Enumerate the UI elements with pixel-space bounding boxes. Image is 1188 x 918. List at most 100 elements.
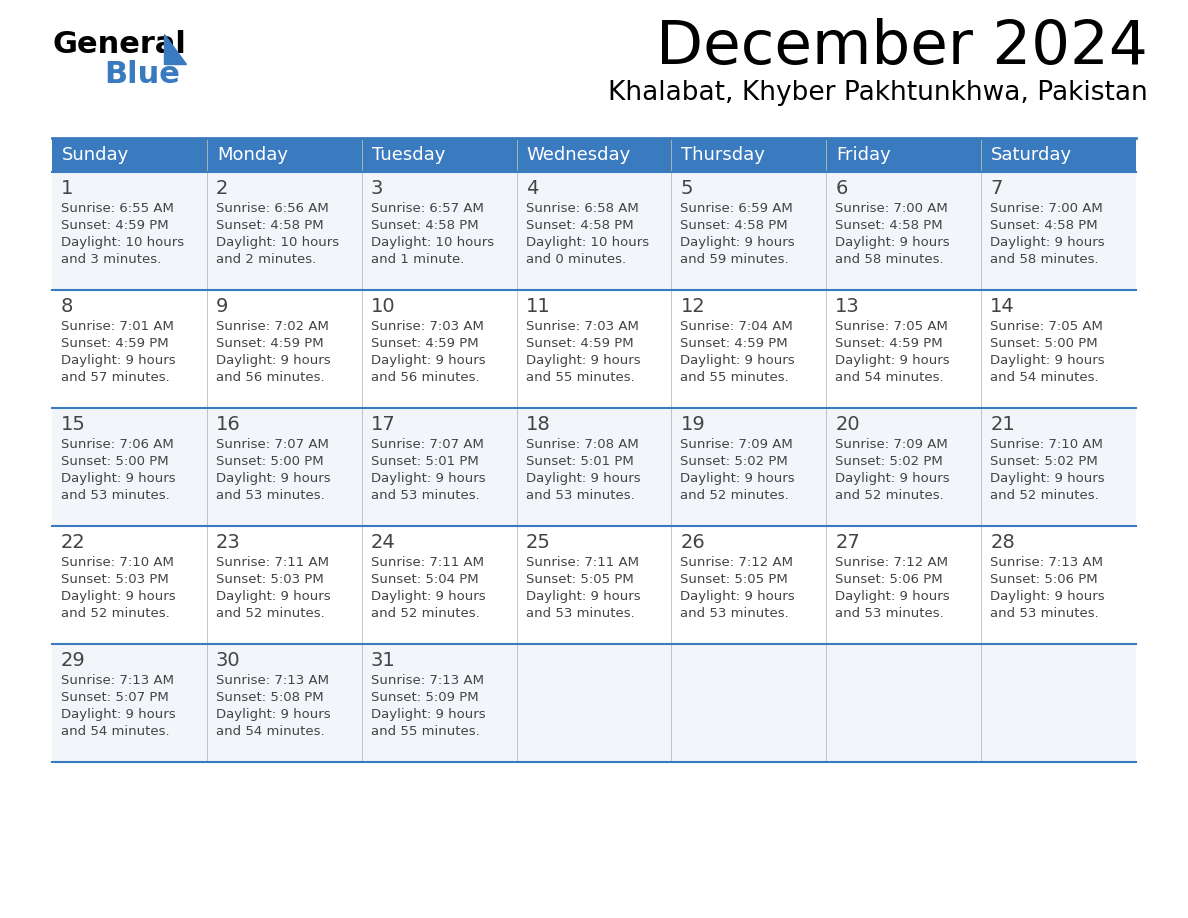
- Text: December 2024: December 2024: [656, 18, 1148, 77]
- Text: Sunrise: 7:05 AM: Sunrise: 7:05 AM: [835, 320, 948, 333]
- Text: Thursday: Thursday: [682, 146, 765, 164]
- Text: Sunrise: 6:55 AM: Sunrise: 6:55 AM: [61, 202, 173, 215]
- Text: Tuesday: Tuesday: [372, 146, 446, 164]
- Text: Sunset: 5:02 PM: Sunset: 5:02 PM: [835, 455, 943, 468]
- Text: Sunrise: 7:01 AM: Sunrise: 7:01 AM: [61, 320, 173, 333]
- Text: Monday: Monday: [217, 146, 287, 164]
- Text: Daylight: 9 hours: Daylight: 9 hours: [216, 590, 330, 603]
- Text: Sunset: 5:06 PM: Sunset: 5:06 PM: [835, 573, 943, 586]
- Text: and 1 minute.: and 1 minute.: [371, 253, 465, 266]
- Text: Sunrise: 7:13 AM: Sunrise: 7:13 AM: [216, 674, 329, 687]
- Text: Sunset: 5:00 PM: Sunset: 5:00 PM: [61, 455, 169, 468]
- Text: and 52 minutes.: and 52 minutes.: [681, 489, 789, 502]
- Bar: [52, 172, 207, 290]
- Text: Daylight: 10 hours: Daylight: 10 hours: [525, 236, 649, 249]
- Bar: [517, 290, 671, 408]
- Bar: [827, 172, 981, 290]
- Text: Daylight: 9 hours: Daylight: 9 hours: [61, 472, 176, 485]
- Text: Sunset: 5:05 PM: Sunset: 5:05 PM: [681, 573, 788, 586]
- Text: 28: 28: [990, 533, 1015, 552]
- Bar: [52, 290, 207, 408]
- Bar: [671, 290, 827, 408]
- Text: 23: 23: [216, 533, 241, 552]
- Text: Sunset: 5:06 PM: Sunset: 5:06 PM: [990, 573, 1098, 586]
- Text: and 53 minutes.: and 53 minutes.: [681, 607, 789, 620]
- Text: and 54 minutes.: and 54 minutes.: [835, 371, 944, 384]
- Text: Daylight: 9 hours: Daylight: 9 hours: [990, 590, 1105, 603]
- Text: and 52 minutes.: and 52 minutes.: [61, 607, 170, 620]
- Text: Sunset: 5:08 PM: Sunset: 5:08 PM: [216, 691, 323, 704]
- Text: Khalabat, Khyber Pakhtunkhwa, Pakistan: Khalabat, Khyber Pakhtunkhwa, Pakistan: [608, 80, 1148, 106]
- Bar: [361, 172, 517, 290]
- Text: 18: 18: [525, 415, 550, 434]
- Bar: [207, 408, 361, 526]
- Text: Sunset: 4:59 PM: Sunset: 4:59 PM: [525, 337, 633, 350]
- Text: Sunset: 4:59 PM: Sunset: 4:59 PM: [835, 337, 943, 350]
- Text: and 55 minutes.: and 55 minutes.: [371, 725, 480, 738]
- Text: Sunset: 4:59 PM: Sunset: 4:59 PM: [371, 337, 479, 350]
- Text: 1: 1: [61, 179, 74, 198]
- Bar: [517, 172, 671, 290]
- Text: and 53 minutes.: and 53 minutes.: [216, 489, 324, 502]
- Text: 21: 21: [990, 415, 1015, 434]
- Text: 27: 27: [835, 533, 860, 552]
- Text: Daylight: 9 hours: Daylight: 9 hours: [61, 590, 176, 603]
- Text: Daylight: 9 hours: Daylight: 9 hours: [835, 354, 950, 367]
- Text: and 54 minutes.: and 54 minutes.: [216, 725, 324, 738]
- Text: and 56 minutes.: and 56 minutes.: [216, 371, 324, 384]
- Text: Sunrise: 7:09 AM: Sunrise: 7:09 AM: [835, 438, 948, 451]
- Text: and 57 minutes.: and 57 minutes.: [61, 371, 170, 384]
- Text: Sunset: 5:03 PM: Sunset: 5:03 PM: [216, 573, 323, 586]
- Text: 22: 22: [61, 533, 86, 552]
- Text: Daylight: 9 hours: Daylight: 9 hours: [216, 472, 330, 485]
- Text: and 59 minutes.: and 59 minutes.: [681, 253, 789, 266]
- Text: Sunrise: 7:10 AM: Sunrise: 7:10 AM: [61, 556, 173, 569]
- Text: and 52 minutes.: and 52 minutes.: [216, 607, 324, 620]
- Text: 12: 12: [681, 297, 706, 316]
- Bar: [52, 526, 207, 644]
- Text: 19: 19: [681, 415, 706, 434]
- Text: and 52 minutes.: and 52 minutes.: [990, 489, 1099, 502]
- Bar: [981, 526, 1136, 644]
- Bar: [827, 644, 981, 762]
- Text: Daylight: 9 hours: Daylight: 9 hours: [61, 708, 176, 721]
- Text: Sunrise: 7:12 AM: Sunrise: 7:12 AM: [835, 556, 948, 569]
- Text: Sunset: 5:02 PM: Sunset: 5:02 PM: [990, 455, 1098, 468]
- Text: 3: 3: [371, 179, 383, 198]
- Text: Sunset: 5:05 PM: Sunset: 5:05 PM: [525, 573, 633, 586]
- Text: Daylight: 9 hours: Daylight: 9 hours: [371, 708, 486, 721]
- Bar: [517, 408, 671, 526]
- Text: Sunrise: 6:57 AM: Sunrise: 6:57 AM: [371, 202, 484, 215]
- Text: Sunrise: 7:06 AM: Sunrise: 7:06 AM: [61, 438, 173, 451]
- Text: Sunset: 5:01 PM: Sunset: 5:01 PM: [525, 455, 633, 468]
- Text: Sunset: 4:58 PM: Sunset: 4:58 PM: [681, 219, 788, 232]
- Text: Sunset: 5:00 PM: Sunset: 5:00 PM: [216, 455, 323, 468]
- Text: Daylight: 10 hours: Daylight: 10 hours: [216, 236, 339, 249]
- Text: and 54 minutes.: and 54 minutes.: [61, 725, 170, 738]
- Text: Sunset: 4:58 PM: Sunset: 4:58 PM: [990, 219, 1098, 232]
- Text: Sunrise: 7:00 AM: Sunrise: 7:00 AM: [990, 202, 1102, 215]
- Text: and 0 minutes.: and 0 minutes.: [525, 253, 626, 266]
- Text: 14: 14: [990, 297, 1015, 316]
- Text: and 52 minutes.: and 52 minutes.: [835, 489, 944, 502]
- Text: and 52 minutes.: and 52 minutes.: [371, 607, 480, 620]
- Text: Sunset: 4:58 PM: Sunset: 4:58 PM: [216, 219, 323, 232]
- Text: Sunrise: 7:04 AM: Sunrise: 7:04 AM: [681, 320, 794, 333]
- Text: Sunrise: 6:58 AM: Sunrise: 6:58 AM: [525, 202, 638, 215]
- Text: Wednesday: Wednesday: [526, 146, 631, 164]
- Text: Daylight: 9 hours: Daylight: 9 hours: [835, 236, 950, 249]
- Text: and 55 minutes.: and 55 minutes.: [681, 371, 789, 384]
- Text: Sunset: 5:01 PM: Sunset: 5:01 PM: [371, 455, 479, 468]
- Text: 10: 10: [371, 297, 396, 316]
- Bar: [981, 138, 1136, 172]
- Text: 2: 2: [216, 179, 228, 198]
- Bar: [52, 408, 207, 526]
- Bar: [981, 172, 1136, 290]
- Text: and 2 minutes.: and 2 minutes.: [216, 253, 316, 266]
- Text: Sunrise: 6:56 AM: Sunrise: 6:56 AM: [216, 202, 329, 215]
- Text: Sunrise: 7:03 AM: Sunrise: 7:03 AM: [525, 320, 638, 333]
- Bar: [207, 290, 361, 408]
- Text: 24: 24: [371, 533, 396, 552]
- Bar: [517, 138, 671, 172]
- Text: Saturday: Saturday: [991, 146, 1073, 164]
